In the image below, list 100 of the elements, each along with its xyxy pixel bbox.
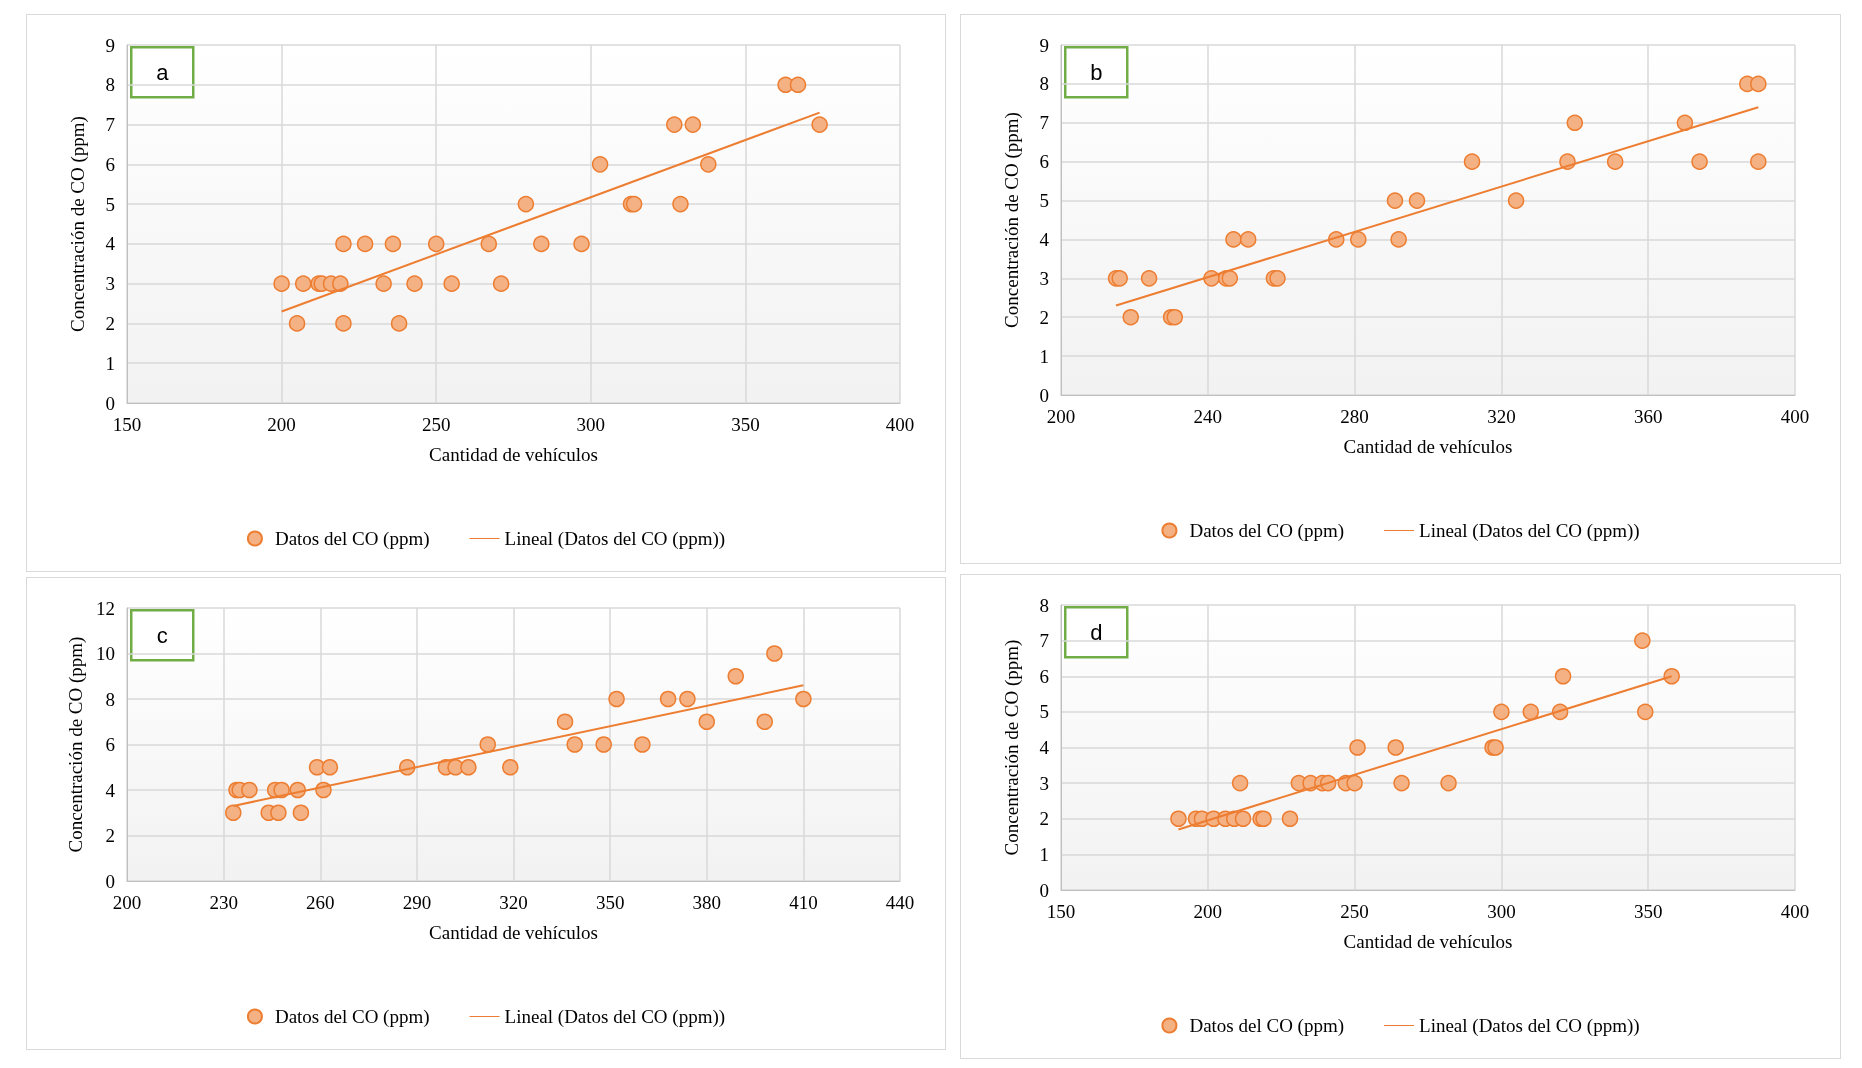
point bbox=[1522, 703, 1540, 721]
point bbox=[270, 804, 287, 821]
point bbox=[1637, 703, 1654, 721]
x-tick-label: 200 bbox=[1046, 406, 1076, 427]
annotation: d bbox=[1090, 619, 1103, 645]
point bbox=[533, 235, 550, 253]
point bbox=[666, 116, 683, 133]
point bbox=[1122, 308, 1139, 326]
x-tick-label: 440 bbox=[885, 892, 915, 913]
x-tick-label: 380 bbox=[692, 892, 721, 913]
point bbox=[335, 315, 352, 332]
point bbox=[789, 76, 807, 94]
point bbox=[1234, 810, 1252, 827]
point bbox=[517, 195, 535, 213]
x-tick-label: 240 bbox=[1193, 406, 1223, 427]
y-tick-label: 2 bbox=[1039, 306, 1049, 328]
x-tick-label: 290 bbox=[402, 892, 432, 913]
legend-label: Lineal (Datos del CO (ppm)) bbox=[1419, 1015, 1640, 1037]
y-axis-title: Concentración de CO (ppm) bbox=[1001, 639, 1023, 856]
point bbox=[679, 690, 696, 708]
y-tick-label: 7 bbox=[105, 114, 115, 136]
y-tick-label: 4 bbox=[1039, 737, 1050, 758]
x-axis-title: Cantidad de vehículos bbox=[1343, 931, 1513, 952]
point bbox=[1386, 192, 1404, 209]
y-tick-label: 3 bbox=[1039, 267, 1049, 289]
point bbox=[756, 713, 773, 730]
y-tick-label: 4 bbox=[105, 233, 116, 255]
point bbox=[766, 645, 783, 662]
y-tick-label: 1 bbox=[1039, 843, 1049, 865]
point bbox=[273, 275, 290, 292]
x-tick-label: 350 bbox=[731, 414, 760, 435]
point bbox=[480, 235, 498, 253]
x-tick-label: 400 bbox=[1780, 406, 1810, 427]
y-tick-label: 5 bbox=[105, 193, 115, 215]
y-tick-label: 8 bbox=[1039, 73, 1049, 95]
x-tick-label: 350 bbox=[595, 892, 625, 913]
y-tick-label: 9 bbox=[105, 34, 115, 56]
x-tick-label: 150 bbox=[1046, 901, 1076, 922]
point bbox=[1566, 114, 1584, 132]
y-axis-title: Concentración de CO (ppm) bbox=[67, 116, 89, 332]
x-tick-label: 250 bbox=[421, 414, 451, 435]
point bbox=[1349, 739, 1366, 756]
y-tick-label: 3 bbox=[1039, 772, 1049, 794]
point bbox=[1350, 231, 1367, 248]
point bbox=[1140, 270, 1158, 287]
point bbox=[375, 275, 392, 292]
y-tick-label: 6 bbox=[105, 734, 115, 755]
x-tick-label: 250 bbox=[1340, 901, 1369, 922]
y-tick-label: 2 bbox=[105, 312, 115, 334]
y-tick-label: 1 bbox=[1039, 345, 1049, 367]
y-tick-label: 0 bbox=[105, 870, 115, 892]
legend-label: Datos del CO (ppm) bbox=[274, 528, 430, 550]
point bbox=[1269, 270, 1286, 287]
point bbox=[698, 713, 715, 730]
point bbox=[1221, 270, 1239, 287]
point bbox=[1606, 153, 1624, 170]
legend-label: Lineal (Datos del CO (ppm)) bbox=[1419, 520, 1640, 542]
x-tick-label: 400 bbox=[1780, 901, 1810, 922]
x-tick-label: 200 bbox=[1193, 901, 1223, 922]
point bbox=[573, 235, 590, 253]
point bbox=[1750, 153, 1767, 170]
point bbox=[406, 275, 423, 292]
point bbox=[1440, 774, 1457, 792]
y-tick-label: 8 bbox=[105, 74, 115, 96]
annotation: a bbox=[156, 59, 170, 85]
point bbox=[321, 759, 339, 776]
point bbox=[659, 690, 677, 708]
y-tick-label: 8 bbox=[105, 688, 115, 710]
x-axis-title: Cantidad de vehículos bbox=[429, 444, 598, 465]
x-tick-label: 230 bbox=[209, 892, 238, 913]
x-tick-label: 360 bbox=[1633, 406, 1663, 427]
point bbox=[1493, 703, 1510, 721]
y-axis-title: Concentración de CO (ppm) bbox=[65, 636, 88, 853]
legend-label: Lineal (Datos del CO (ppm)) bbox=[504, 528, 726, 550]
point bbox=[591, 156, 609, 173]
point bbox=[700, 156, 717, 173]
point bbox=[443, 275, 460, 292]
legend-label: Datos del CO (ppm) bbox=[1189, 520, 1345, 542]
point bbox=[1281, 810, 1299, 827]
x-tick-label: 320 bbox=[499, 892, 528, 913]
y-tick-label: 2 bbox=[1039, 808, 1049, 830]
point bbox=[1346, 774, 1363, 792]
point bbox=[1111, 270, 1128, 287]
point bbox=[727, 668, 744, 685]
point bbox=[1691, 153, 1708, 170]
y-tick-label: 1 bbox=[105, 352, 115, 374]
annotation: c bbox=[156, 622, 168, 648]
point bbox=[566, 736, 583, 753]
point bbox=[634, 736, 651, 753]
x-tick-label: 300 bbox=[1487, 901, 1516, 922]
point bbox=[811, 116, 828, 133]
legend-label: Datos del CO (ppm) bbox=[274, 1006, 430, 1028]
y-tick-label: 6 bbox=[1039, 665, 1049, 687]
x-tick-label: 280 bbox=[1340, 406, 1369, 427]
point bbox=[427, 235, 445, 253]
point bbox=[1507, 192, 1525, 209]
y-tick-label: 6 bbox=[105, 153, 115, 175]
legend-label: Datos del CO (ppm) bbox=[1189, 1015, 1345, 1037]
point bbox=[684, 116, 702, 133]
x-axis-title: Cantidad de vehículos bbox=[1343, 436, 1513, 457]
